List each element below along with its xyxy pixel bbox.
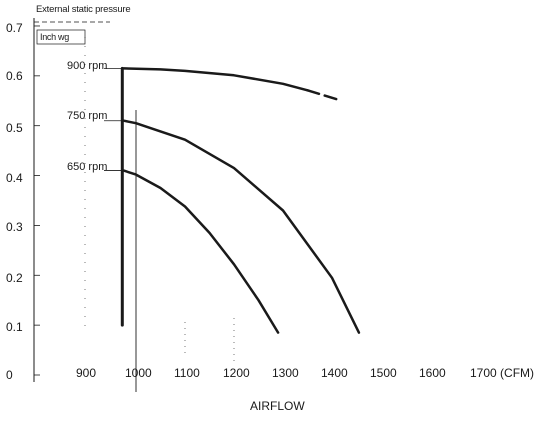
y-tick-label: 0.3 xyxy=(6,220,23,234)
series-label-750rpm: 750 rpm xyxy=(67,110,108,122)
series-line-3 xyxy=(122,169,280,334)
x-axis-label: AIRFLOW xyxy=(250,399,305,413)
x-tick-label: 1300 xyxy=(272,366,299,380)
x-tick-label: 900 xyxy=(76,366,97,380)
series-line-0 xyxy=(122,67,309,92)
y-tick-label: 0.5 xyxy=(6,121,23,135)
y-tick-label: 0.4 xyxy=(6,171,23,185)
series-line-1 xyxy=(306,89,344,103)
y-tick-label: 0.6 xyxy=(6,69,23,83)
x-tick-label: 1600 xyxy=(419,366,446,380)
series-label-900rpm: 900 rpm xyxy=(67,60,108,72)
y-axis-unit-label: Inch wg xyxy=(40,32,69,42)
x-tick-label: 1700 (CFM) xyxy=(470,366,535,380)
series-line-2 xyxy=(122,119,361,334)
y-tick-label: 0 xyxy=(6,368,13,382)
x-tick-label: 1500 xyxy=(370,366,397,380)
y-tick-label: 0.7 xyxy=(6,21,23,35)
x-tick-label: 1400 xyxy=(321,366,348,380)
x-tick-label: 1100 xyxy=(174,366,200,380)
y-tick-label: 0.2 xyxy=(6,271,23,285)
chart-title: External static pressure xyxy=(36,4,131,15)
series-label-650rpm: 650 rpm xyxy=(67,161,108,173)
x-tick-label: 1000 xyxy=(125,366,152,380)
y-tick-label: 0.1 xyxy=(6,320,23,334)
x-tick-label: 1200 xyxy=(223,366,250,380)
